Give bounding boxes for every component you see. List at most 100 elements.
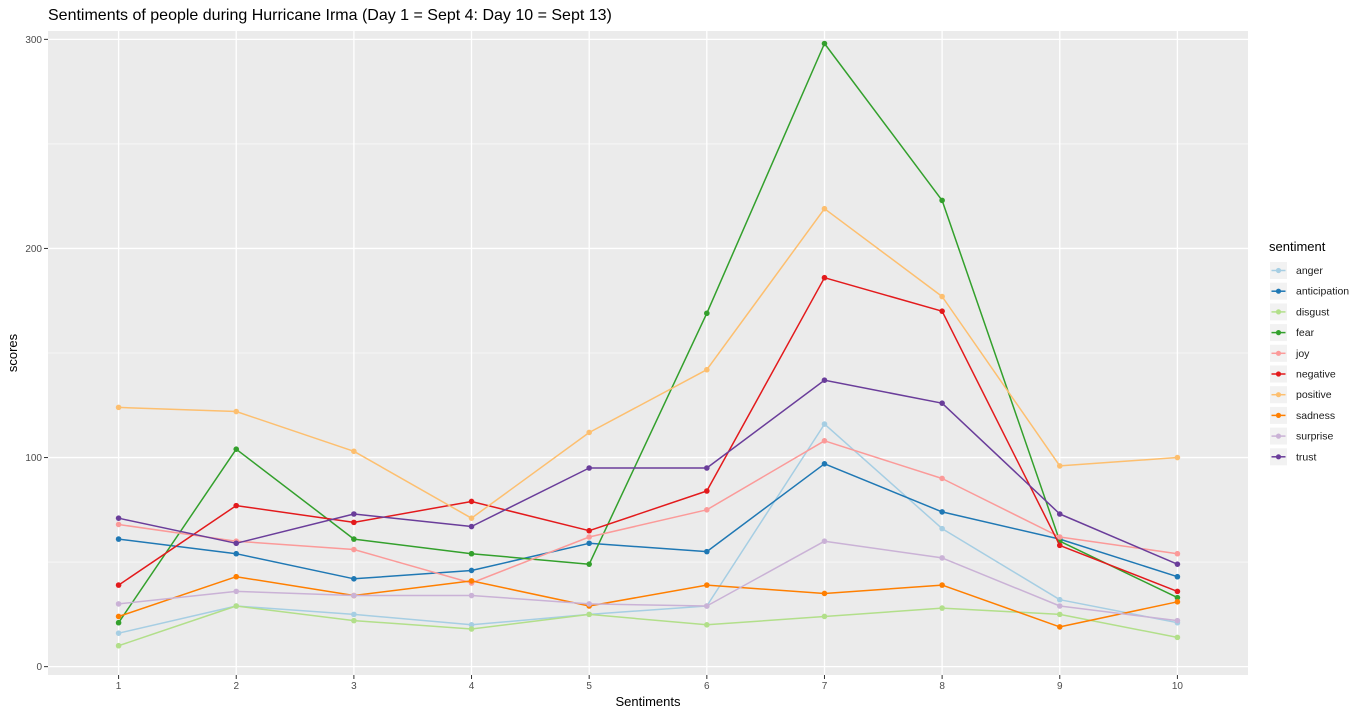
data-point-anticipation — [1174, 573, 1181, 580]
series-fear — [115, 40, 1181, 626]
data-point-positive — [115, 404, 122, 411]
data-point-disgust — [351, 617, 357, 624]
legend-item-negative: negative — [1270, 365, 1336, 383]
legend-key-point — [1275, 433, 1282, 439]
legend-key-point — [1275, 412, 1282, 418]
data-point-disgust — [1056, 611, 1063, 618]
data-point-positive — [586, 429, 592, 436]
data-point-trust — [115, 515, 122, 521]
data-point-negative — [468, 498, 475, 505]
legend-item-anticipation: anticipation — [1270, 282, 1349, 300]
series-surprise — [115, 538, 1181, 624]
y-axis-ticks: 0 100 200 300 — [25, 35, 48, 673]
data-point-anticipation — [233, 550, 240, 557]
data-point-anger — [115, 630, 122, 636]
data-point-negative — [1174, 588, 1181, 595]
series-line-sadness — [118, 575, 1178, 628]
legend-item-positive: positive — [1270, 386, 1332, 404]
data-point-surprise — [704, 603, 710, 609]
legend-label: trust — [1296, 451, 1317, 463]
data-point-sadness — [704, 582, 710, 588]
series-disgust — [115, 603, 1181, 649]
y-tick-label: 300 — [25, 35, 42, 46]
legend-label: sadness — [1296, 410, 1335, 422]
series-line-positive — [118, 207, 1178, 519]
data-point-negative — [351, 519, 357, 526]
data-point-positive — [939, 293, 945, 300]
data-point-fear — [821, 40, 828, 47]
x-tick-label: 2 — [233, 681, 239, 692]
data-point-sadness — [1056, 624, 1063, 630]
data-point-anticipation — [351, 576, 357, 582]
data-point-joy — [939, 475, 945, 482]
legend-item-joy: joy — [1270, 344, 1310, 362]
legend-key-point — [1275, 288, 1282, 294]
x-axis-ticks: 1 2 3 4 5 6 7 8 9 10 — [116, 675, 1183, 692]
series-trust — [115, 377, 1181, 567]
data-point-fear — [351, 536, 357, 542]
data-point-positive — [468, 515, 475, 521]
data-point-sadness — [115, 613, 122, 620]
x-tick-label: 6 — [704, 681, 710, 692]
legend: sentiment anger anticipation disgust fear jo… — [1269, 239, 1349, 466]
data-point-fear — [1174, 594, 1181, 601]
data-point-positive — [704, 366, 710, 373]
data-point-trust — [821, 377, 828, 383]
legend-key-point — [1275, 350, 1282, 356]
data-point-sadness — [468, 578, 475, 584]
data-point-surprise — [115, 601, 122, 607]
legend-title: sentiment — [1269, 239, 1326, 254]
data-point-disgust — [939, 605, 945, 611]
data-point-disgust — [704, 622, 710, 628]
legend-item-disgust: disgust — [1270, 303, 1329, 321]
data-point-fear — [704, 310, 710, 317]
data-point-trust — [351, 511, 357, 517]
data-point-anticipation — [704, 548, 710, 555]
data-point-trust — [939, 400, 945, 406]
data-point-fear — [115, 619, 122, 626]
legend-item-fear: fear — [1270, 324, 1315, 342]
legend-label: surprise — [1296, 431, 1334, 443]
y-tick-label: 0 — [36, 662, 42, 673]
data-point-joy — [115, 521, 122, 528]
data-point-joy — [586, 534, 592, 540]
data-point-surprise — [1056, 603, 1063, 609]
data-point-surprise — [586, 601, 592, 607]
legend-label: anticipation — [1296, 286, 1349, 298]
legend-label: fear — [1296, 327, 1315, 339]
legend-key-point — [1275, 454, 1282, 460]
data-point-joy — [351, 546, 357, 553]
data-point-trust — [468, 523, 475, 530]
data-point-joy — [1056, 534, 1063, 540]
series-line-trust — [118, 379, 1178, 565]
data-point-surprise — [821, 538, 828, 544]
data-point-trust — [1056, 511, 1063, 517]
legend-label: positive — [1296, 389, 1332, 401]
legend-key-point — [1275, 309, 1282, 315]
data-point-fear — [939, 197, 945, 204]
data-point-trust — [586, 465, 592, 471]
series-line-negative — [118, 276, 1178, 593]
data-point-surprise — [1174, 617, 1181, 624]
data-point-positive — [351, 448, 357, 455]
data-point-anticipation — [821, 461, 828, 467]
data-point-positive — [821, 205, 828, 212]
legend-key-point — [1275, 371, 1282, 377]
data-point-joy — [1174, 550, 1181, 557]
legend-item-surprise: surprise — [1270, 427, 1334, 445]
data-point-fear — [233, 446, 240, 452]
x-tick-label: 7 — [822, 681, 828, 692]
x-tick-label: 5 — [586, 681, 592, 692]
legend-label: disgust — [1296, 306, 1329, 318]
legend-key-point — [1275, 392, 1282, 398]
legend-item-trust: trust — [1270, 448, 1317, 466]
data-point-trust — [1174, 561, 1181, 567]
data-point-anticipation — [939, 509, 945, 515]
series-line-surprise — [118, 540, 1178, 622]
data-point-joy — [704, 507, 710, 513]
data-point-negative — [821, 274, 828, 281]
data-point-surprise — [468, 592, 475, 599]
legend-label: anger — [1296, 265, 1323, 277]
data-point-negative — [1056, 542, 1063, 549]
data-point-anger — [468, 622, 475, 628]
